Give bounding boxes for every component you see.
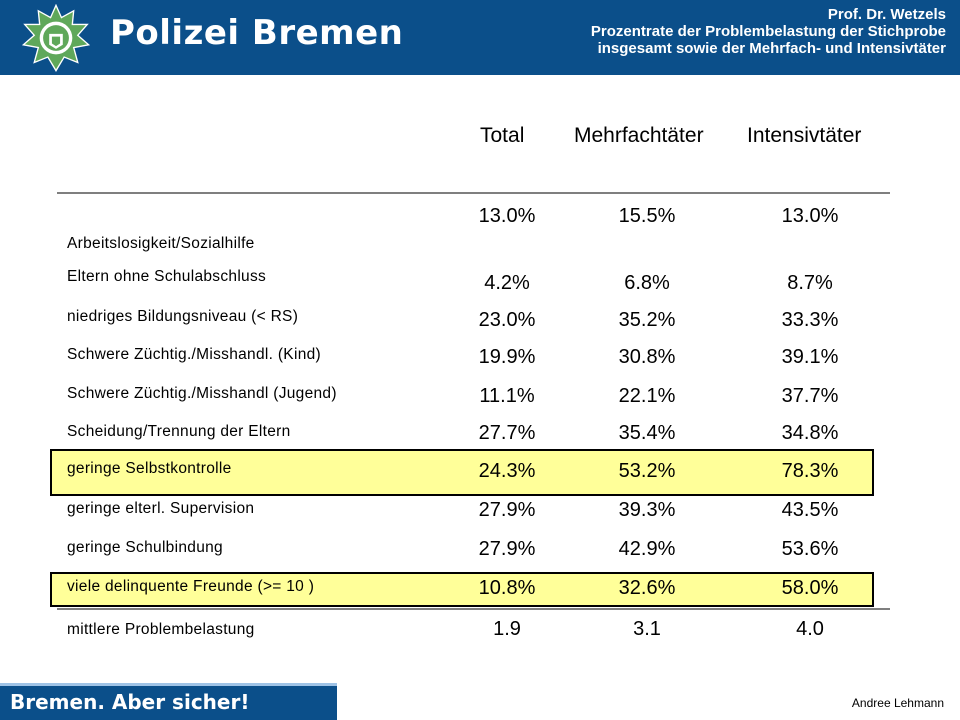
cell-mehrfachtaeter: 35.2%: [618, 309, 676, 331]
row-label: Schwere Züchtig./Misshandl. (Kind): [67, 346, 321, 363]
cell-intensivtaeter: 8.7%: [787, 272, 833, 294]
cell-mehrfachtaeter: 6.8%: [624, 272, 670, 294]
row-label: geringe elterl. Supervision: [67, 500, 255, 517]
top-rule: [57, 192, 890, 194]
cell-intensivtaeter: 13.0%: [781, 205, 839, 227]
cell-intensivtaeter: 37.7%: [781, 385, 839, 407]
row-label: geringe Schulbindung: [67, 539, 223, 556]
bottom-rule: [57, 608, 890, 610]
column-header-intensivtaeter: Intensivtäter: [747, 124, 862, 147]
brand-title: Polizei Bremen: [110, 13, 404, 53]
cell-intensivtaeter: 33.3%: [781, 309, 839, 331]
subtitle-line-1: Prozentrate der Problembelastung der Sti…: [590, 23, 946, 40]
row-label: Scheidung/Trennung der Eltern: [67, 423, 291, 440]
cell-mehrfachtaeter: 22.1%: [618, 385, 676, 407]
header-info: Prof. Dr. Wetzels Prozentrate der Proble…: [591, 6, 946, 57]
police-star-logo-icon: [22, 4, 90, 72]
cell-total: 27.9%: [478, 538, 536, 560]
row-label: niedriges Bildungsniveau (< RS): [67, 308, 299, 325]
row-label: Arbeitslosigkeit/Sozialhilfe: [67, 235, 255, 252]
cell-mehrfachtaeter: 53.2%: [618, 460, 676, 482]
cell-total: 1.9: [493, 618, 521, 640]
cell-total: 23.0%: [478, 309, 536, 331]
cell-intensivtaeter: 53.6%: [781, 538, 839, 560]
author-title: Prof. Dr. Wetzels: [827, 6, 946, 23]
row-label: geringe Selbstkontrolle: [67, 460, 232, 477]
highlight-box-freunde: [50, 572, 874, 607]
cell-total: 24.3%: [478, 460, 536, 482]
row-label: Eltern ohne Schulabschluss: [67, 268, 267, 285]
row-label: viele delinquente Freunde (>= 10 ): [67, 578, 315, 595]
cell-intensivtaeter: 78.3%: [781, 460, 839, 482]
footer-slogan: Bremen. Aber sicher!: [10, 690, 250, 714]
cell-mehrfachtaeter: 30.8%: [618, 346, 676, 368]
column-header-total: Total: [480, 124, 525, 147]
cell-total: 11.1%: [479, 385, 535, 407]
cell-intensivtaeter: 34.8%: [781, 422, 839, 444]
cell-intensivtaeter: 43.5%: [781, 499, 839, 521]
cell-mehrfachtaeter: 32.6%: [618, 577, 676, 599]
footer-author: Andree Lehmann: [851, 696, 944, 710]
subtitle-line-2: insgesamt sowie der Mehrfach- und Intens…: [597, 40, 946, 57]
highlight-box-selbstkontrolle: [50, 449, 874, 496]
cell-total: 19.9%: [478, 346, 536, 368]
cell-mehrfachtaeter: 42.9%: [618, 538, 676, 560]
cell-mehrfachtaeter: 39.3%: [618, 499, 676, 521]
cell-total: 10.8%: [478, 577, 536, 599]
row-label: mittlere Problembelastung: [67, 621, 255, 638]
cell-intensivtaeter: 39.1%: [781, 346, 839, 368]
row-label: Schwere Züchtig./Misshandl (Jugend): [67, 385, 337, 402]
cell-intensivtaeter: 58.0%: [781, 577, 839, 599]
cell-total: 13.0%: [478, 205, 536, 227]
cell-mehrfachtaeter: 35.4%: [618, 422, 676, 444]
cell-total: 4.2%: [484, 272, 530, 294]
cell-total: 27.9%: [478, 499, 536, 521]
cell-mehrfachtaeter: 3.1: [633, 618, 661, 640]
column-header-mehrfachtaeter: Mehrfachtäter: [574, 124, 704, 147]
cell-intensivtaeter: 4.0: [796, 618, 824, 640]
cell-total: 27.7%: [478, 422, 536, 444]
header-bar: Polizei Bremen Prof. Dr. Wetzels Prozent…: [0, 0, 960, 75]
cell-mehrfachtaeter: 15.5%: [618, 205, 676, 227]
footer-bar: Bremen. Aber sicher!: [0, 683, 337, 720]
